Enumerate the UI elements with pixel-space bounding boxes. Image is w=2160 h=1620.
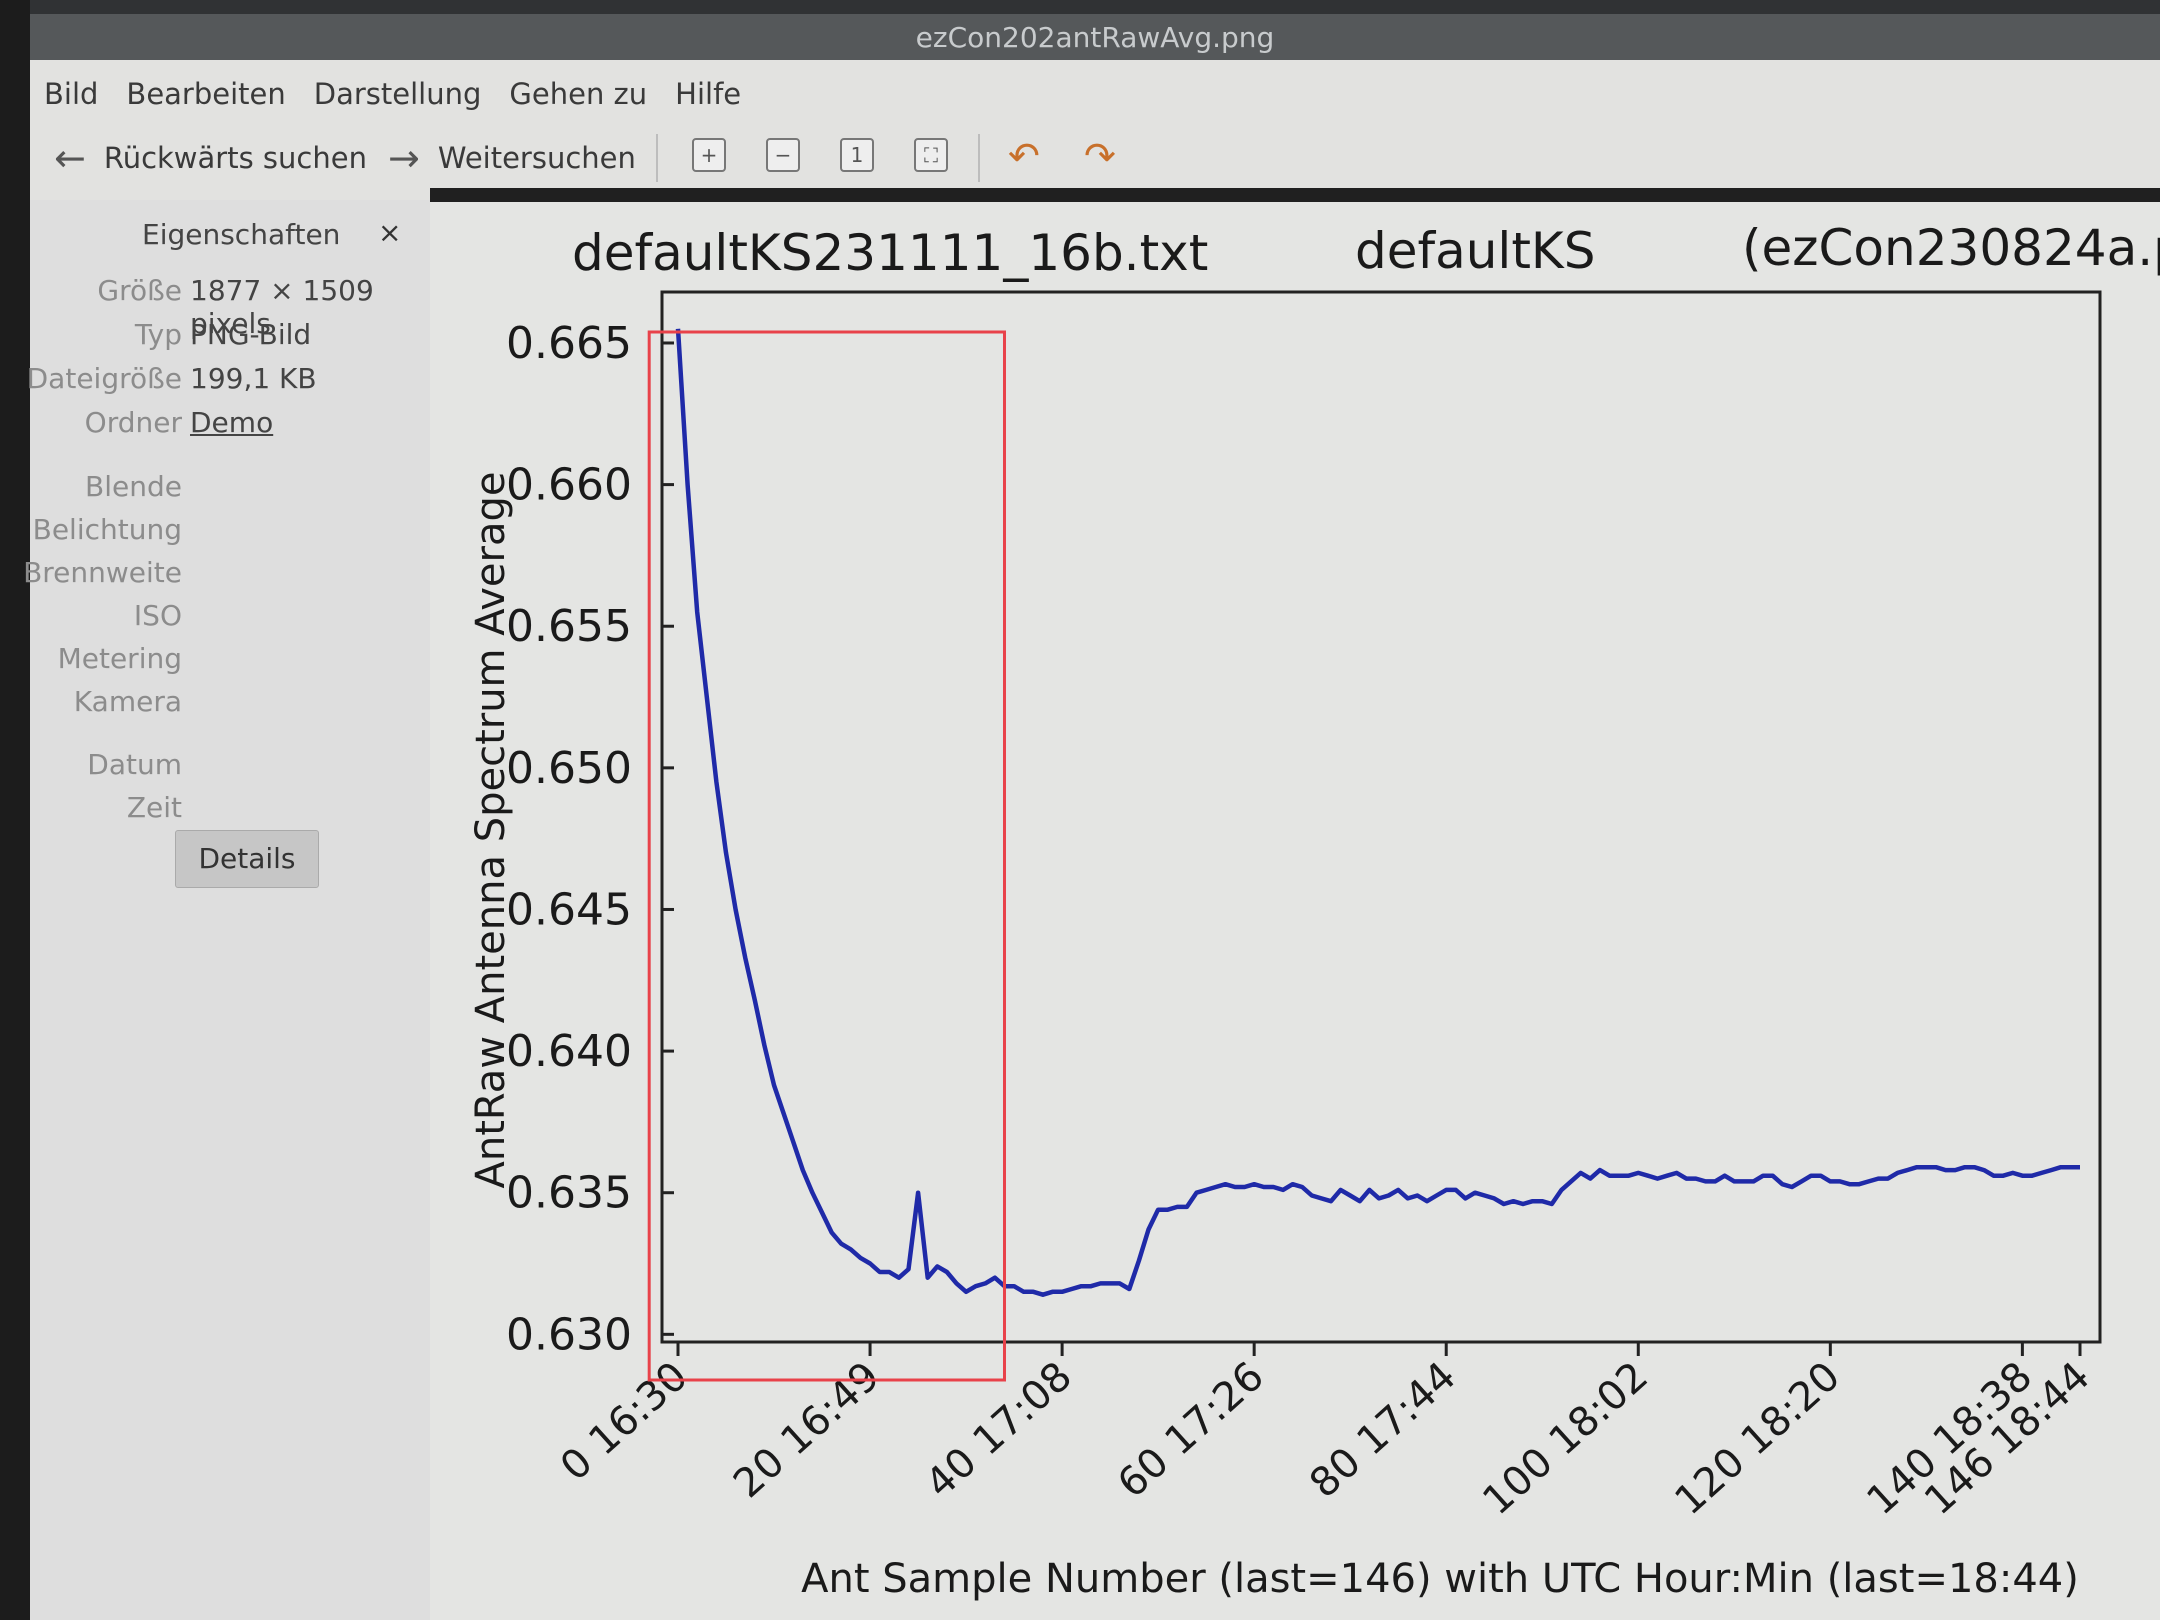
- properties-sidebar: Eigenschaften × Größe 1877 × 1509 pixels…: [23, 200, 440, 1620]
- x-tick-label: 40 17:08: [917, 1353, 1081, 1507]
- y-tick-label: 0.655: [506, 601, 632, 652]
- toolbar-separator: [656, 134, 658, 182]
- forward-button[interactable]: → Weitersuchen: [388, 128, 636, 188]
- back-button[interactable]: ← Rückwärts suchen: [54, 128, 367, 188]
- y-tick-label: 0.665: [506, 318, 632, 369]
- highlight-box: [647, 330, 1006, 1382]
- original-size-icon[interactable]: 1: [840, 138, 874, 172]
- exif-label: Metering: [57, 642, 182, 675]
- canvas-top-border: [430, 188, 2160, 202]
- property-value: 199,1 KB: [190, 362, 317, 395]
- property-row: Typ PNG-Bild: [30, 318, 440, 358]
- y-axis: 0.630 0.635 0.640 0.645 0.650 0.655 0.660 0.665: [506, 318, 674, 1360]
- toolbar-separator: [978, 134, 980, 182]
- arrow-right-icon: →: [388, 136, 420, 180]
- back-label: Rückwärts suchen: [103, 141, 367, 175]
- property-key: Größe: [97, 274, 182, 307]
- image-viewer-window: ezCon202antRawAvg.png Bild Bearbeiten Da…: [23, 0, 2160, 1620]
- x-tick-label: 0 16:30: [552, 1353, 697, 1490]
- x-axis: 0 16:30 20 16:49 40 17:08 60 17:26 80 17:44 1…: [552, 1342, 2099, 1524]
- menu-darstellung[interactable]: Darstellung: [313, 77, 482, 111]
- x-tick-label: 120 18:20: [1666, 1353, 1849, 1524]
- menu-hilfe[interactable]: Hilfe: [675, 77, 742, 111]
- arrow-left-icon: ←: [54, 136, 86, 180]
- zoom-out-icon[interactable]: −: [766, 138, 800, 172]
- plot-frame: [660, 290, 2102, 1344]
- close-icon[interactable]: ×: [378, 216, 402, 249]
- menu-bearbeiten[interactable]: Bearbeiten: [126, 77, 286, 111]
- x-axis-label: Ant Sample Number (last=146) with UTC Ho…: [801, 1556, 2079, 1602]
- y-tick-label: 0.650: [506, 743, 632, 794]
- exif-label: Blende: [85, 470, 182, 503]
- x-tick-label: 100 18:02: [1474, 1353, 1657, 1524]
- y-tick-label: 0.660: [506, 460, 632, 511]
- time-label: Zeit: [126, 791, 182, 824]
- chart-title-file: defaultKS231111_16b.txt: [572, 224, 1208, 282]
- top-panel: [30, 0, 2160, 14]
- property-value: PNG-Bild: [190, 318, 312, 351]
- menu-bild[interactable]: Bild: [44, 77, 99, 111]
- property-key: Ordner: [84, 406, 182, 439]
- screen-bezel: [0, 0, 30, 1620]
- x-tick-label: 80 17:44: [1301, 1353, 1465, 1507]
- property-key: Typ: [134, 318, 182, 351]
- exif-label: ISO: [133, 599, 182, 632]
- y-axis-label: AntRaw Antenna Spectrum Average: [468, 472, 514, 1189]
- toolbar: ← Rückwärts suchen → Weitersuchen + − 1 …: [30, 128, 2160, 190]
- series-line: [675, 328, 2080, 1297]
- chart-title-station: defaultKS: [1355, 222, 1595, 280]
- x-tick-label: 60 17:26: [1109, 1353, 1273, 1507]
- x-tick-label: 20 16:49: [725, 1353, 889, 1507]
- details-button[interactable]: Details: [175, 830, 319, 888]
- rotate-right-icon[interactable]: ↷: [1084, 134, 1116, 178]
- rotate-left-icon[interactable]: ↶: [1008, 134, 1040, 178]
- property-row: Ordner Demo: [30, 406, 440, 446]
- folder-link[interactable]: Demo: [190, 406, 274, 439]
- date-label: Datum: [87, 748, 182, 781]
- y-tick-label: 0.630: [506, 1309, 632, 1360]
- zoom-in-icon[interactable]: +: [692, 138, 726, 172]
- title-bar[interactable]: ezCon202antRawAvg.png: [30, 0, 2160, 60]
- fit-window-icon[interactable]: ⛶: [914, 138, 948, 172]
- menu-bar: Bild Bearbeiten Darstellung Gehen zu Hil…: [30, 66, 741, 122]
- window-title: ezCon202antRawAvg.png: [915, 21, 1275, 54]
- property-value: 1877 × 1509 pixels: [190, 274, 374, 340]
- menu-gehen-zu[interactable]: Gehen zu: [509, 77, 648, 111]
- exif-label: Brennweite: [23, 556, 182, 589]
- exif-label: Kamera: [73, 685, 182, 718]
- property-key: Dateigröße: [26, 362, 182, 395]
- property-row: Dateigröße 199,1 KB: [26, 362, 440, 402]
- chart-title-program: (ezCon230824a.p: [1742, 219, 2160, 277]
- y-tick-label: 0.640: [506, 1026, 632, 1077]
- exif-label: Belichtung: [32, 513, 182, 546]
- forward-label: Weitersuchen: [437, 141, 636, 175]
- y-tick-label: 0.645: [506, 884, 632, 935]
- y-tick-label: 0.635: [506, 1168, 632, 1219]
- property-row: Größe 1877 × 1509 pixels: [30, 274, 440, 340]
- sidebar-title: Eigenschaften: [142, 218, 341, 251]
